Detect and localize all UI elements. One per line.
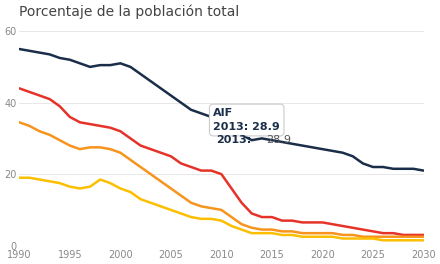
Text: Porcentaje de la población total: Porcentaje de la población total [19,4,239,19]
Text: AIF
2013: 28.9: AIF 2013: 28.9 [213,108,280,132]
Text: 28.9: 28.9 [266,135,291,145]
Text: 2013:: 2013: [216,135,252,145]
